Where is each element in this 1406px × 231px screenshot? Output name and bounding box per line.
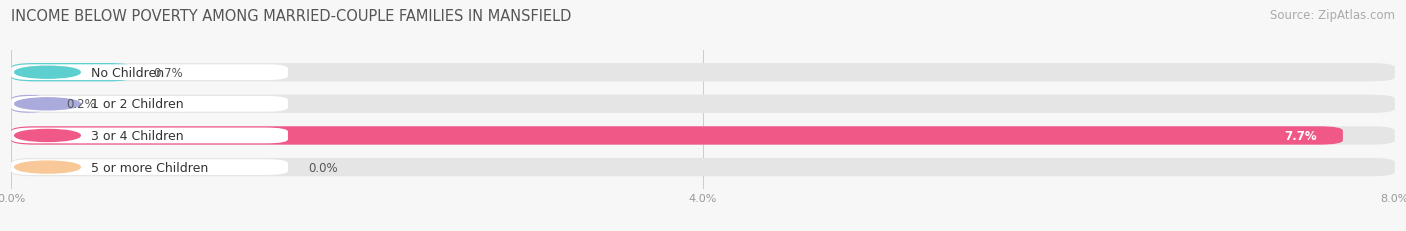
Text: 0.0%: 0.0% [309, 161, 339, 174]
Text: 5 or more Children: 5 or more Children [90, 161, 208, 174]
FancyBboxPatch shape [11, 97, 288, 112]
FancyBboxPatch shape [11, 95, 46, 113]
Text: 7.7%: 7.7% [1284, 129, 1317, 142]
FancyBboxPatch shape [11, 158, 1395, 176]
Text: 0.2%: 0.2% [66, 98, 97, 111]
FancyBboxPatch shape [11, 64, 1395, 82]
FancyBboxPatch shape [11, 127, 1343, 145]
Text: Source: ZipAtlas.com: Source: ZipAtlas.com [1270, 9, 1395, 22]
Text: 1 or 2 Children: 1 or 2 Children [90, 98, 183, 111]
FancyBboxPatch shape [11, 64, 132, 82]
Text: No Children: No Children [90, 66, 163, 79]
FancyBboxPatch shape [11, 65, 288, 81]
FancyBboxPatch shape [11, 95, 1395, 113]
Circle shape [14, 98, 80, 110]
FancyBboxPatch shape [11, 127, 1395, 145]
Text: 3 or 4 Children: 3 or 4 Children [90, 129, 183, 142]
Circle shape [14, 161, 80, 173]
FancyBboxPatch shape [11, 160, 288, 175]
Text: 0.7%: 0.7% [153, 66, 183, 79]
Text: INCOME BELOW POVERTY AMONG MARRIED-COUPLE FAMILIES IN MANSFIELD: INCOME BELOW POVERTY AMONG MARRIED-COUPL… [11, 9, 572, 24]
Circle shape [14, 130, 80, 142]
FancyBboxPatch shape [11, 128, 288, 144]
Circle shape [14, 67, 80, 79]
